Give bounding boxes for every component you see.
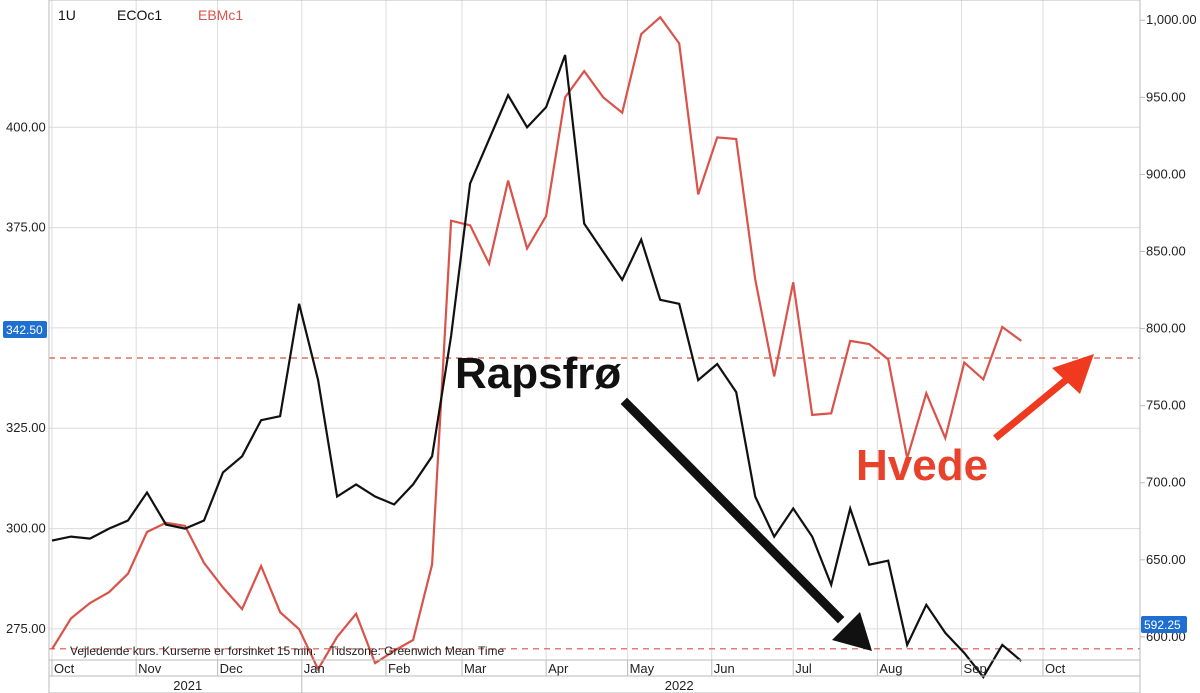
- y-left-tick-label: 325.00: [6, 420, 46, 435]
- y-right-tick-label: 700.00: [1146, 475, 1186, 490]
- right-price-tag: 592.25: [1141, 616, 1187, 633]
- series-line-ecoc1: [51, 54, 1023, 680]
- rapeseed-label: Rapsfrø: [455, 349, 621, 398]
- delay-notice: Vejledende kurs. Kurserne er forsinket 1…: [70, 644, 505, 658]
- x-tick-label: Oct: [54, 661, 75, 676]
- left-price-tag: 342.50: [3, 321, 47, 338]
- reference-lines: [49, 357, 1140, 650]
- y-left-tick-label: 400.00: [6, 119, 46, 134]
- series-lines: [51, 15, 1023, 680]
- left-price-tag-text: 342.50: [6, 323, 43, 337]
- down-arrow-icon: [620, 397, 872, 651]
- right-price-tag-text: 592.25: [1144, 618, 1181, 632]
- y-right-tick-label: 800.00: [1146, 321, 1186, 336]
- up-arrow-icon: [993, 354, 1094, 441]
- y-left-tick-label: 375.00: [6, 220, 46, 235]
- y-right-tick-label: 950.00: [1146, 89, 1186, 104]
- plot-frame: [48, 0, 1141, 693]
- legend-interval: 1U: [58, 7, 76, 23]
- x-tick-label: Sep: [964, 661, 987, 676]
- series-line-ebmc1: [51, 15, 1022, 672]
- x-tick-label: Jan: [304, 661, 325, 676]
- axes: Oct Nov Dec Jan Feb Mar Apr May Jun Jul Aug Sep Oct 2…: [6, 12, 1197, 693]
- x-tick-label: Oct: [1045, 661, 1066, 676]
- y-right-tick-label: 900.00: [1146, 166, 1186, 181]
- legend-ebmc1: EBMc1: [198, 7, 243, 23]
- x-tick-label: Dec: [220, 661, 244, 676]
- x-tick-label: Aug: [879, 661, 902, 676]
- wheat-label: Hvede: [856, 441, 988, 490]
- y-right-tick-label: 650.00: [1146, 552, 1186, 567]
- y-left-tick-label: 300.00: [6, 521, 46, 536]
- legend: 1U ECOc1 EBMc1: [58, 7, 243, 23]
- x-tick-label: Feb: [388, 661, 410, 676]
- y-right-tick-label: 850.00: [1146, 243, 1186, 258]
- y-left-tick-label: 275.00: [6, 621, 46, 636]
- x-tick-label: Nov: [138, 661, 162, 676]
- x-tick-label: Mar: [464, 661, 487, 676]
- year-label: 2021: [173, 678, 202, 693]
- x-tick-label: Apr: [548, 661, 569, 676]
- y-right-tick-label: 1,000.00: [1146, 12, 1197, 27]
- x-tick-label: Jun: [714, 661, 735, 676]
- year-label: 2022: [665, 678, 694, 693]
- x-tick-label: May: [630, 661, 655, 676]
- x-tick-label: Jul: [795, 661, 812, 676]
- grid: [49, 0, 1140, 660]
- y-right-tick-label: 750.00: [1146, 398, 1186, 413]
- legend-ecoc1: ECOc1: [117, 7, 162, 23]
